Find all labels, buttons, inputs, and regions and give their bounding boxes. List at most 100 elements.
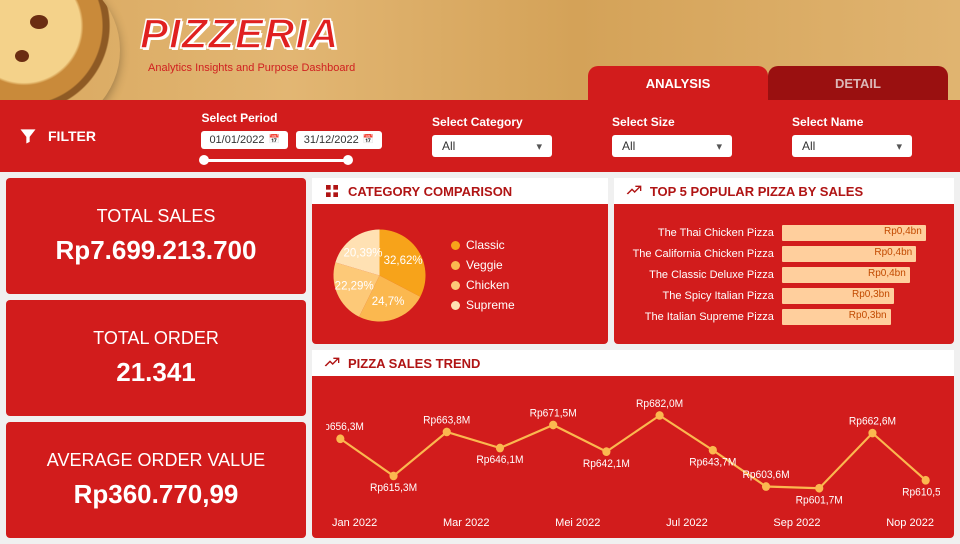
trend-up-icon [626,183,642,199]
category-dropdown[interactable]: All [432,135,552,157]
trend-marker [602,447,610,456]
trend-point-label: Rp656,3M [326,421,364,433]
top5-value: Rp0,3bn [849,310,887,321]
donut-legend: Classic Veggie Chicken Supreme [451,238,515,312]
period-slider[interactable] [201,159,351,162]
kpi-total-sales: TOTAL SALES Rp7.699.213.700 [6,178,306,294]
trend-xaxis: Jan 2022Mar 2022Mei 2022Jul 2022Sep 2022… [326,517,940,529]
trend-point-label: Rp610,5M [902,486,940,498]
trend-title: PIZZA SALES TREND [348,356,480,371]
grid-icon [324,183,340,199]
trend-point-label: Rp603,6M [742,469,789,481]
trend-xaxis-label: Mar 2022 [443,517,489,529]
trend-xaxis-label: Mei 2022 [555,517,600,529]
legend-item: Classic [451,238,515,252]
kpi-total-order: TOTAL ORDER 21.341 [6,300,306,416]
tab-analysis[interactable]: ANALYSIS [588,66,768,100]
top5-name: The Thai Chicken Pizza [624,227,774,239]
top5-title: TOP 5 POPULAR PIZZA BY SALES [650,184,863,199]
name-dropdown[interactable]: All [792,135,912,157]
trend-marker [336,434,344,443]
svg-text:22,29%: 22,29% [335,280,374,292]
top5-row: The California Chicken Pizza Rp0,4bn [624,246,944,262]
filter-label-text: FILTER [48,128,96,144]
filter-period-label: Select Period [201,111,382,125]
filter-name-label: Select Name [792,115,912,129]
top5-value: Rp0,3bn [852,289,890,300]
trend-marker [922,476,930,485]
kpi-order-value: 21.341 [116,357,196,388]
top5-bar: Rp0,4bn [782,267,910,283]
pizza-logo-image [0,0,120,100]
trend-xaxis-label: Jul 2022 [666,517,708,529]
svg-text:24,7%: 24,7% [372,295,405,307]
kpi-sales-value: Rp7.699.213.700 [56,235,257,266]
top5-bar: Rp0,4bn [782,246,916,262]
trend-marker [815,484,823,493]
trend-header: PIZZA SALES TREND [312,350,954,378]
svg-text:20,39%: 20,39% [343,247,382,259]
filter-size: Select Size All [612,115,732,157]
kpi-sales-label: TOTAL SALES [97,206,216,227]
trend-xaxis-label: Jan 2022 [332,517,377,529]
trend-point-label: Rp601,7M [796,494,843,506]
legend-swatch [451,281,460,290]
right-column: CATEGORY COMPARISON 32,62% 24,7% 22,29% 20,… [312,178,954,538]
top5-name: The California Chicken Pizza [624,248,774,260]
filter-name: Select Name All [792,115,912,157]
legend-label: Veggie [466,258,503,272]
size-dropdown[interactable]: All [612,135,732,157]
main: TOTAL SALES Rp7.699.213.700 TOTAL ORDER … [0,172,960,544]
top5-bar: Rp0,3bn [782,309,891,325]
filter-category-label: Select Category [432,115,552,129]
trend-point-label: Rp671,5M [530,407,577,419]
trend-line-chart: Rp656,3MRp615,3MRp663,8MRp646,1MRp671,5M… [326,384,940,514]
filter-bar: FILTER Select Period 01/01/2022 31/12/20… [0,100,960,172]
legend-label: Chicken [466,278,509,292]
trend-body: Rp656,3MRp615,3MRp663,8MRp646,1MRp671,5M… [312,378,954,538]
svg-text:32,62%: 32,62% [384,255,423,267]
trend-point-label: Rp643,7M [689,456,736,468]
kpi-column: TOTAL SALES Rp7.699.213.700 TOTAL ORDER … [6,178,306,538]
filter-label: FILTER [18,126,201,146]
chart-icon [324,355,340,371]
trend-point-label: Rp662,6M [849,415,896,427]
top5-body: The Thai Chicken Pizza Rp0,4bn The Calif… [614,206,954,344]
category-comparison-card: CATEGORY COMPARISON 32,62% 24,7% 22,29% 20,… [312,178,608,344]
header: PIZZERIA Analytics Insights and Purpose … [0,0,960,100]
trend-point-label: Rp615,3M [370,482,417,494]
top5-list: The Thai Chicken Pizza Rp0,4bn The Calif… [624,214,944,336]
top5-value: Rp0,4bn [874,247,912,258]
top5-card: TOP 5 POPULAR PIZZA BY SALES The Thai Ch… [614,178,954,344]
trend-marker [496,444,504,453]
brand-title: PIZZERIA [140,10,339,58]
top5-row: The Italian Supreme Pizza Rp0,3bn [624,309,944,325]
trend-marker [389,472,397,481]
trend-marker [868,429,876,438]
donut-chart: 32,62% 24,7% 22,29% 20,39% [322,218,437,333]
kpi-order-label: TOTAL ORDER [93,328,219,349]
trend-marker [443,428,451,437]
filter-category: Select Category All [432,115,552,157]
trend-point-label: Rp642,1M [583,458,630,470]
trend-card: PIZZA SALES TREND Rp656,3MRp615,3MRp663,… [312,350,954,538]
category-title: CATEGORY COMPARISON [348,184,512,199]
date-from-input[interactable]: 01/01/2022 [201,131,287,149]
trend-xaxis-label: Nop 2022 [886,517,934,529]
trend-marker [709,446,717,455]
legend-label: Supreme [466,298,515,312]
top5-bar: Rp0,4bn [782,225,926,241]
filter-period: Select Period 01/01/2022 31/12/2022 [201,111,382,162]
date-to-input[interactable]: 31/12/2022 [296,131,382,149]
kpi-aov-value: Rp360.770,99 [74,479,239,510]
top5-row: The Spicy Italian Pizza Rp0,3bn [624,288,944,304]
brand-subtitle: Analytics Insights and Purpose Dashboard [148,62,355,74]
legend-item: Supreme [451,298,515,312]
trend-marker [762,482,770,491]
legend-swatch [451,241,460,250]
legend-item: Veggie [451,258,515,272]
trend-point-label: Rp682,0M [636,398,683,410]
tab-detail[interactable]: DETAIL [768,66,948,100]
legend-swatch [451,261,460,270]
filter-size-label: Select Size [612,115,732,129]
